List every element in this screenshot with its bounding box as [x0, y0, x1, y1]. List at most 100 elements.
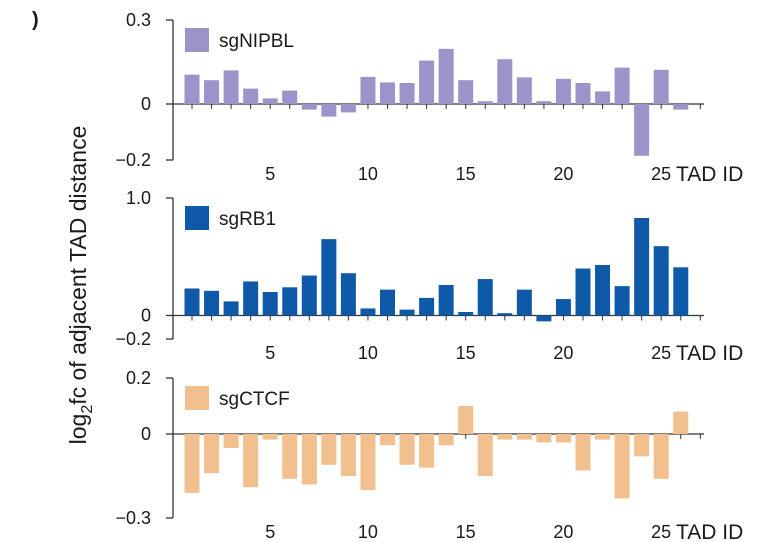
x-tick-label: 10 [358, 343, 378, 363]
bar-sgCTCF-26 [673, 411, 689, 434]
y-axis-label: log2fc of adjacent TAD distance [65, 126, 96, 445]
bar-sgRB1-11 [380, 289, 395, 316]
bar-sgCTCF-20 [555, 434, 571, 443]
bar-sgNIPBL-7 [301, 104, 317, 110]
x-tick-label: 5 [265, 343, 275, 363]
bar-sgCTCF-1 [184, 434, 200, 493]
bar-sgNIPBL-23 [614, 67, 630, 104]
bar-sgNIPBL-16 [477, 101, 493, 104]
legend-label: sgCTCF [219, 389, 290, 410]
bar-sgRB1-17 [497, 313, 513, 316]
bar-sgRB1-10 [360, 308, 376, 316]
x-tick-label: 5 [265, 522, 275, 542]
bar-sgRB1-8 [321, 239, 337, 316]
panel-sgNIPBL: −0.2 0 0.3 5 10 15 20 25 TAD ID sgNIPBL [115, 10, 743, 186]
bar-sgRB1-9 [340, 273, 356, 316]
bar-sgCTCF-23 [614, 434, 630, 499]
bar-sgRB1-6 [282, 287, 298, 316]
bar-sgCTCF-18 [516, 434, 532, 440]
bar-sgRB1-13 [419, 297, 435, 316]
panel-sgCTCF: −0.3 0 0.2 5 10 15 20 25 TAD ID sgCTCF [115, 368, 743, 542]
bar-sgRB1-26 [673, 267, 689, 316]
bar-sgCTCF-2 [204, 434, 220, 474]
bar-sgNIPBL-21 [575, 83, 591, 104]
bar-sgNIPBL-14 [438, 48, 454, 104]
panel-letter: ) [32, 9, 39, 31]
bar-sgRB1-5 [262, 292, 278, 316]
y-tick-label: 0 [141, 424, 151, 444]
bar-sgRB1-25 [653, 246, 669, 316]
legend-swatch [185, 206, 209, 230]
bar-sgRB1-7 [301, 275, 317, 316]
bar-sgCTCF-24 [634, 434, 650, 457]
panel-sgRB1: −0.2 0 1.0 5 10 15 20 25 TAD ID sgRB1 [115, 188, 743, 365]
bar-sgRB1-4 [243, 281, 259, 316]
x-tick-label: 25 [651, 343, 671, 363]
y-tick-label: −0.3 [115, 508, 151, 528]
x-tick-label: 5 [265, 164, 275, 184]
x-tick-label: 15 [456, 522, 476, 542]
bar-sgNIPBL-12 [399, 83, 415, 104]
bar-sgCTCF-22 [595, 434, 611, 440]
bar-sgNIPBL-11 [380, 82, 395, 104]
legend-label: sgRB1 [219, 209, 276, 230]
x-axis-label: TAD ID [676, 163, 743, 186]
bar-sgRB1-18 [516, 289, 532, 316]
x-tick-label: 10 [358, 522, 378, 542]
bar-sgCTCF-17 [497, 434, 513, 440]
bar-sgNIPBL-20 [555, 78, 571, 104]
bar-sgCTCF-25 [653, 434, 669, 479]
legend-swatch [185, 386, 209, 410]
bar-sgNIPBL-10 [360, 76, 376, 104]
bar-sgNIPBL-19 [536, 101, 552, 104]
bar-sgRB1-14 [438, 284, 454, 316]
x-axis-label: TAD ID [676, 342, 743, 365]
bar-sgCTCF-16 [477, 434, 493, 476]
x-axis-label: TAD ID [676, 521, 743, 542]
x-tick-label: 15 [456, 343, 476, 363]
bar-sgCTCF-4 [243, 434, 259, 488]
bar-sgRB1-23 [614, 286, 630, 316]
bar-sgCTCF-12 [399, 434, 415, 465]
bar-sgNIPBL-24 [634, 104, 650, 156]
bar-sgRB1-16 [477, 279, 493, 316]
bar-sgNIPBL-5 [262, 98, 278, 104]
y-tick-label: 1.0 [126, 188, 151, 208]
y-tick-label: −0.2 [115, 329, 151, 349]
y-tick-label: 0 [141, 94, 151, 114]
bar-sgCTCF-13 [419, 434, 435, 468]
bar-sgRB1-1 [184, 288, 200, 316]
bar-sgCTCF-9 [340, 434, 356, 476]
bar-sgCTCF-11 [380, 434, 395, 446]
bar-sgNIPBL-8 [321, 104, 337, 117]
bar-sgNIPBL-6 [282, 90, 298, 104]
bar-sgNIPBL-17 [497, 59, 513, 104]
y-tick-label: −0.2 [115, 150, 151, 170]
bar-sgRB1-20 [555, 299, 571, 316]
x-tick-label: 25 [651, 522, 671, 542]
bar-sgCTCF-7 [301, 434, 317, 485]
x-tick-label: 25 [651, 164, 671, 184]
bar-sgCTCF-15 [458, 406, 474, 434]
bar-sgRB1-2 [204, 290, 220, 316]
bar-sgNIPBL-13 [419, 60, 435, 104]
bar-sgNIPBL-25 [653, 69, 669, 104]
bar-sgCTCF-8 [321, 434, 337, 465]
bar-sgNIPBL-3 [223, 70, 239, 104]
bar-sgNIPBL-4 [243, 88, 259, 104]
bar-sgNIPBL-9 [340, 104, 356, 113]
x-tick-label: 15 [456, 164, 476, 184]
bar-sgNIPBL-2 [204, 80, 220, 104]
legend-label: sgNIPBL [219, 31, 294, 52]
bar-sgNIPBL-26 [673, 104, 689, 110]
bar-sgCTCF-5 [262, 434, 278, 440]
bar-sgRB1-21 [575, 268, 591, 316]
x-tick-label: 10 [358, 164, 378, 184]
bar-sgNIPBL-1 [184, 74, 200, 104]
bar-sgNIPBL-15 [458, 80, 474, 104]
bar-sgRB1-19 [536, 315, 552, 322]
x-tick-label: 20 [553, 164, 573, 184]
bar-sgNIPBL-22 [595, 91, 611, 104]
bar-sgCTCF-10 [360, 434, 376, 490]
